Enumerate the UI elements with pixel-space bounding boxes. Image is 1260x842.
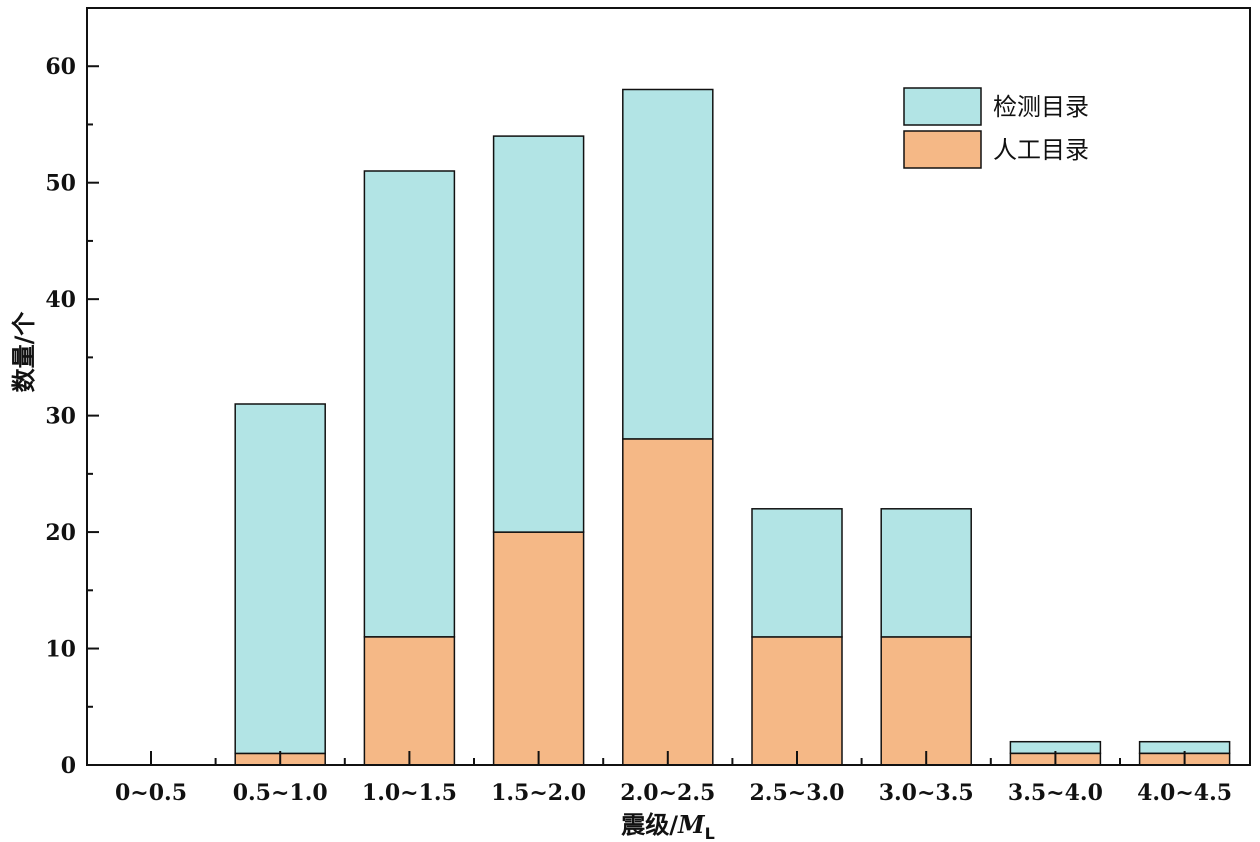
legend: 检测目录 人工目录 [903, 87, 1089, 169]
bar-manual-4 [622, 438, 714, 766]
x-axis-title-symbol: M [677, 810, 706, 839]
x-axis-title-text: 震级/ [621, 811, 678, 839]
legend-label-manual: 人工目录 [993, 136, 1089, 164]
y-tick-label-5: 50 [45, 171, 76, 197]
y-tick-label-1: 10 [45, 637, 76, 663]
bar-manual-5 [751, 636, 843, 766]
bar-manual-3 [492, 531, 585, 766]
bar-manual-6 [880, 636, 972, 766]
x-tick-label-5: 2.5~3.0 [750, 780, 845, 806]
x-tick-label-0: 0~0.5 [115, 780, 187, 806]
bar-detected-4 [622, 88, 714, 440]
bar-detected-1 [234, 403, 326, 755]
x-axis-title: 震级/ML [621, 810, 715, 842]
y-tick-label-4: 40 [45, 287, 76, 313]
x-tick-label-1: 0.5~1.0 [233, 780, 328, 806]
x-axis-title-subscript: L [705, 824, 715, 842]
y-tick-label-2: 20 [45, 520, 76, 546]
y-tick-label-0: 0 [61, 753, 76, 779]
x-axis-ticks: 0~0.5 0.5~1.0 1.0~1.5 1.5~2.0 2.0~2.5 2.5~3.0… [115, 751, 1232, 806]
y-tick-label-6: 60 [45, 54, 76, 80]
plot-frame [86, 7, 1251, 766]
bar-manual-2 [363, 636, 456, 766]
bar-detected-2 [363, 170, 456, 638]
bars-layer [234, 88, 1231, 766]
x-tick-label-4: 2.0~2.5 [620, 780, 715, 806]
x-tick-label-6: 3.0~3.5 [879, 780, 974, 806]
x-tick-label-2: 1.0~1.5 [362, 780, 457, 806]
y-axis-title: 数量/个 [10, 311, 38, 393]
x-tick-label-3: 1.5~2.0 [491, 780, 586, 806]
bar-detected-6 [880, 508, 972, 638]
bar-detected-5 [751, 508, 843, 638]
legend-swatch-manual [903, 130, 982, 169]
x-tick-label-7: 3.5~4.0 [1008, 780, 1103, 806]
y-axis-ticks: 0 10 20 30 40 50 60 [45, 54, 99, 779]
x-tick-label-8: 4.0~4.5 [1137, 780, 1232, 806]
legend-label-detected: 检测目录 [993, 93, 1089, 121]
legend-swatch-detected [903, 87, 982, 126]
y-tick-label-3: 30 [45, 404, 76, 430]
bar-detected-3 [492, 135, 585, 533]
